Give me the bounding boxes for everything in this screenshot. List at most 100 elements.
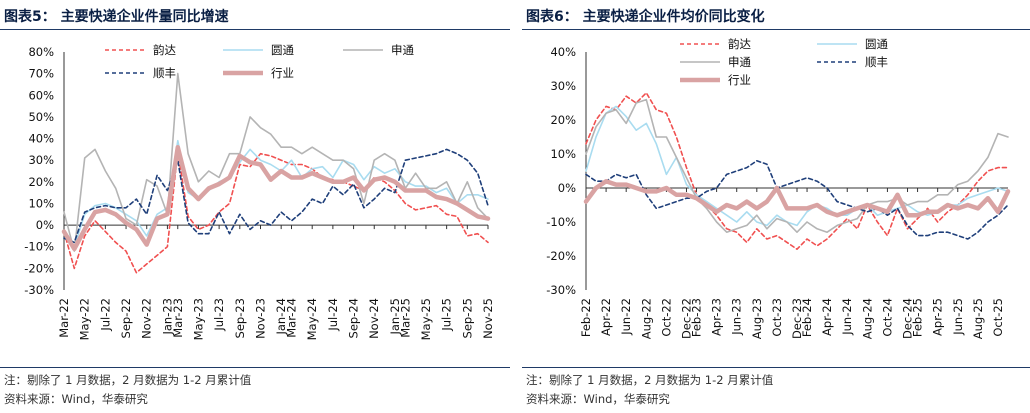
x-tick-label: Apr-24 [820, 298, 834, 336]
series-line-0 [63, 150, 489, 274]
chart-panel-volume: 图表5： 主要快递企业件量同比增速 -30% -20% -10% 0% 10% 20% 30… [0, 0, 510, 413]
x-tick-label: Nov-23 [253, 298, 267, 339]
legend-label: 圆通 [865, 37, 888, 51]
y-tick-label: 80% [28, 45, 54, 59]
x-tick-label: Jun-24 [840, 298, 854, 336]
chart-title-bar: 图表5： 主要快递企业件量同比增速 [0, 0, 510, 30]
x-axis: Feb-22 Apr-22 Jun-22 Aug-22 Oct-22 Dec-22Feb-… [579, 188, 1005, 339]
volume-growth-chart: -30% -20% -10% 0% 10% 20% 30% 40% 50% 60% 70% 80% Ma… [24, 43, 495, 340]
chart-panel-price: 图表6： 主要快递企业件均价同比变化 -30% -20% -10% 0% 10% 20% 3… [522, 0, 1030, 413]
title-divider [522, 29, 1030, 30]
legend-label: 行业 [728, 73, 751, 87]
legend-label: 行业 [271, 66, 294, 80]
x-tick-label: Sep-24 [347, 298, 361, 338]
x-tick-label: Dec-22 [679, 298, 693, 339]
y-axis: -30% -20% -10% 0% 10% 20% 30% 40% 50% 60% 70% 80% [24, 45, 54, 297]
footer-divider [0, 367, 510, 368]
x-tick-label: Aug-22 [639, 298, 653, 339]
legend-label: 申通 [391, 43, 414, 57]
x-tick-label: Jul-24 [326, 298, 340, 332]
x-tick-label: Apr-25 [931, 298, 945, 336]
y-tick-label: -10% [24, 240, 54, 254]
x-tick-label: Jan-25 [388, 298, 402, 336]
x-tick-label: Jul-23 [212, 298, 226, 332]
series-line-1 [63, 139, 489, 248]
y-tick-label: 0% [36, 218, 54, 232]
legend-label: 韵达 [153, 43, 176, 57]
unit-price-change-chart: -30% -20% -10% 0% 10% 20% 30% 40% Feb-22 Apr-22 Ju… [546, 37, 1011, 339]
title-divider [0, 29, 510, 30]
chart-title: 图表6： 主要快递企业件均价同比变化 [526, 9, 765, 25]
y-tick-label: 10% [28, 196, 54, 210]
y-tick-label: -20% [24, 261, 54, 275]
x-tick-label: Jun-23 [730, 298, 744, 336]
x-tick-label: May-25 [419, 298, 433, 340]
chart-source: 资料来源：Wind，华泰研究 [4, 392, 148, 406]
x-tick-label: Oct-22 [659, 298, 673, 337]
chart-note: 注：剔除了 1 月数据，2 月数据为 1-2 月累计值 [4, 373, 252, 387]
y-tick-label: -30% [24, 283, 54, 297]
series-line-2 [63, 72, 489, 252]
y-tick-label: 60% [28, 88, 54, 102]
x-tick-label: Jan-24 [274, 298, 288, 336]
y-axis: -30% -20% -10% 0% 10% 20% 30% 40% [546, 45, 576, 297]
x-tick-label: Jul-25 [440, 298, 454, 332]
x-tick-label: May-24 [305, 298, 319, 340]
x-tick-label: Sep-22 [119, 298, 133, 338]
x-tick-label: Mar-23 [171, 298, 185, 338]
y-tick-label: 70% [28, 67, 54, 81]
series-line-2 [585, 98, 1009, 233]
x-axis: Mar-22 May-22 Jul-22 Sep-22 Nov-22 Jan-23Mar-… [57, 225, 495, 340]
legend-label: 圆通 [271, 43, 294, 57]
y-tick-label: 10% [550, 147, 576, 161]
x-tick-label: Jun-22 [619, 298, 633, 336]
x-tick-label: Nov-24 [367, 298, 381, 339]
y-tick-label: 0% [558, 181, 576, 195]
y-tick-label: -30% [546, 283, 576, 297]
y-tick-label: 30% [28, 153, 54, 167]
x-tick-label: Oct-23 [770, 298, 784, 337]
series-line-0 [585, 91, 1009, 250]
x-tick-label: Dec-24 [901, 298, 915, 339]
x-tick-label: Aug-25 [971, 298, 985, 339]
chart-title-bar: 图表6： 主要快递企业件均价同比变化 [522, 0, 1030, 30]
x-tick-label: Feb-25 [911, 298, 925, 337]
x-tick-label: Feb-23 [690, 298, 704, 337]
y-tick-label: 20% [28, 175, 54, 189]
series-line-3 [63, 148, 489, 244]
x-tick-label: Nov-22 [140, 298, 154, 339]
x-tick-label: Jan-23 [160, 298, 174, 336]
x-tick-label: Mar-25 [398, 298, 412, 338]
footer-divider [522, 367, 1030, 368]
legend-label: 申通 [728, 55, 751, 69]
x-tick-label: May-22 [78, 298, 92, 340]
x-tick-label: Jul-22 [98, 298, 112, 332]
x-tick-label: Sep-23 [233, 298, 247, 338]
chart-title: 图表5： 主要快递企业件量同比增速 [4, 9, 229, 25]
y-tick-label: 30% [550, 79, 576, 93]
y-tick-label: -10% [546, 215, 576, 229]
series-line-4 [583, 178, 1011, 218]
y-tick-label: -20% [546, 249, 576, 263]
x-tick-label: Aug-23 [750, 298, 764, 339]
x-tick-label: Mar-24 [285, 298, 299, 338]
x-tick-label: Feb-22 [579, 298, 593, 337]
x-tick-label: Apr-22 [599, 298, 613, 336]
x-tick-label: Jun-25 [951, 298, 965, 336]
legend: 韵达圆通申通顺丰行业 [680, 37, 888, 87]
legend-label: 顺丰 [153, 66, 176, 80]
x-tick-label: Apr-23 [710, 298, 724, 336]
y-tick-label: 40% [28, 132, 54, 146]
y-tick-label: 50% [28, 110, 54, 124]
x-tick-label: Oct-25 [991, 298, 1005, 337]
series-line-3 [585, 160, 1009, 240]
x-tick-label: Feb-24 [800, 298, 814, 337]
x-tick-label: Nov-25 [481, 298, 495, 339]
x-tick-label: Oct-24 [880, 298, 894, 337]
series-line-4 [61, 144, 491, 252]
y-tick-label: 40% [550, 45, 576, 59]
x-tick-label: Aug-24 [860, 298, 874, 339]
legend-label: 韵达 [728, 37, 751, 51]
x-tick-label: Sep-25 [460, 298, 474, 338]
